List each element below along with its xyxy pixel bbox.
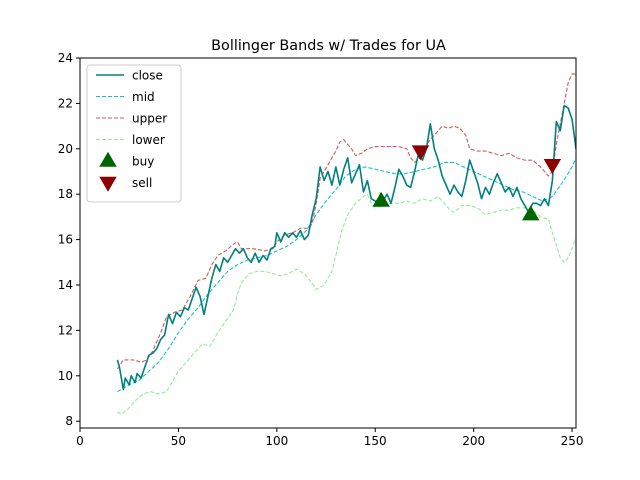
legend-swatch-buy bbox=[99, 151, 117, 167]
x-axis: 0 50 100 150 200 250 bbox=[76, 428, 584, 448]
x-tick-label-100: 100 bbox=[265, 434, 288, 448]
legend-label-mid: mid bbox=[132, 90, 155, 104]
y-tick-label-16: 16 bbox=[58, 233, 73, 247]
y-tick-label-10: 10 bbox=[58, 369, 73, 383]
y-axis: 8 10 12 14 16 18 20 22 24 bbox=[58, 51, 80, 428]
chart-title: Bollinger Bands w/ Trades for UA bbox=[211, 38, 446, 54]
series-line-close bbox=[116, 104, 576, 391]
plot-area bbox=[79, 57, 577, 429]
x-tick-label-250: 250 bbox=[561, 434, 584, 448]
legend-swatch-sell bbox=[99, 176, 117, 192]
legend-label-lower: lower bbox=[132, 133, 165, 147]
buy-marker bbox=[372, 191, 390, 207]
y-tick-label-8: 8 bbox=[65, 414, 73, 428]
y-tick-label-20: 20 bbox=[58, 142, 73, 156]
x-tick-label-200: 200 bbox=[462, 434, 485, 448]
series-line-upper bbox=[116, 73, 576, 370]
x-tick-label-150: 150 bbox=[364, 434, 387, 448]
legend: close mid upper lower buy sell bbox=[86, 64, 182, 203]
legend-label-sell: sell bbox=[132, 176, 152, 190]
plot-frame bbox=[79, 57, 577, 429]
y-tick-label-22: 22 bbox=[58, 96, 73, 110]
x-tick-label-50: 50 bbox=[171, 434, 186, 448]
y-tick-label-18: 18 bbox=[58, 187, 73, 201]
sell-marker bbox=[411, 145, 430, 161]
x-tick-label-0: 0 bbox=[76, 434, 84, 448]
y-tick-label-24: 24 bbox=[58, 51, 73, 65]
legend-label-buy: buy bbox=[132, 155, 154, 169]
series-layer bbox=[116, 73, 576, 415]
y-tick-label-12: 12 bbox=[58, 323, 73, 337]
y-tick-label-14: 14 bbox=[58, 278, 73, 292]
legend-label-close: close bbox=[132, 69, 163, 83]
marker-layer bbox=[372, 145, 562, 221]
buy-marker bbox=[522, 205, 540, 221]
legend-box bbox=[86, 64, 182, 203]
series-line-lower bbox=[117, 193, 576, 415]
series-line-mid bbox=[117, 157, 576, 393]
sell-marker bbox=[543, 158, 562, 174]
legend-label-upper: upper bbox=[132, 112, 167, 126]
